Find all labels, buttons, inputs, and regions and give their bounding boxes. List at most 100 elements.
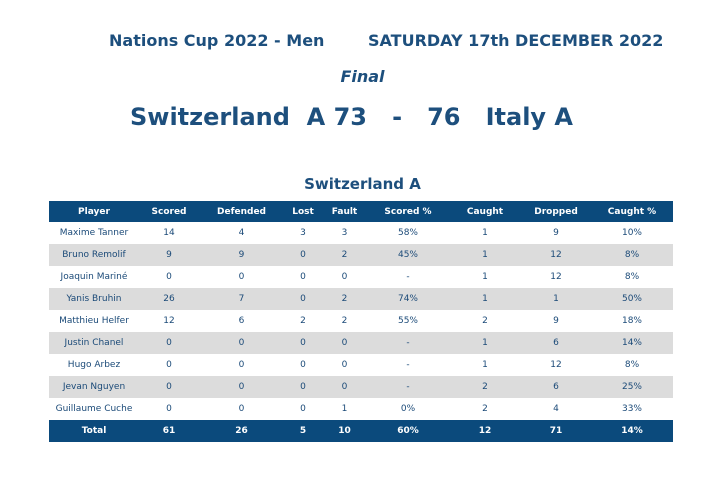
table-row: Maxime Tanner 14 4 3 3 58% 1 9 10% xyxy=(49,222,673,244)
stat-cell: 0 xyxy=(139,266,199,288)
stat-cell: 9 xyxy=(139,244,199,266)
stat-cell: 12 xyxy=(521,266,591,288)
stat-cell: 1 xyxy=(322,398,367,420)
stat-cell: 10% xyxy=(591,222,673,244)
home-team-name: Switzerland A xyxy=(130,103,326,131)
stat-cell: 9 xyxy=(521,222,591,244)
round-label: Final xyxy=(340,67,385,86)
stat-cell: 25% xyxy=(591,376,673,398)
stat-cell: 1 xyxy=(449,332,521,354)
stat-cell: - xyxy=(367,332,449,354)
player-name-cell: Bruno Remolif xyxy=(49,244,139,266)
stat-cell: 6 xyxy=(521,332,591,354)
column-header: Defended xyxy=(199,201,284,222)
player-name-cell: Guillaume Cuche xyxy=(49,398,139,420)
stat-cell: 1 xyxy=(449,244,521,266)
stat-cell: 0 xyxy=(139,398,199,420)
competition-title: Nations Cup 2022 - Men xyxy=(109,31,325,50)
stat-cell: 33% xyxy=(591,398,673,420)
column-header: Dropped xyxy=(521,201,591,222)
column-header: Scored % xyxy=(367,201,449,222)
total-stat-cell: 5 xyxy=(284,420,322,442)
stat-cell: 0 xyxy=(284,244,322,266)
stat-cell: 2 xyxy=(449,398,521,420)
stat-cell: 6 xyxy=(199,310,284,332)
match-date: SATURDAY 17th DECEMBER 2022 xyxy=(368,31,664,50)
column-header: Caught xyxy=(449,201,521,222)
stat-cell: 2 xyxy=(284,310,322,332)
stat-cell: 2 xyxy=(322,288,367,310)
stat-cell: 55% xyxy=(367,310,449,332)
stat-cell: 0 xyxy=(284,354,322,376)
table-row: Justin Chanel 0 0 0 0-1 6 14% xyxy=(49,332,673,354)
stat-cell: 0 xyxy=(199,266,284,288)
stat-cell: 74% xyxy=(367,288,449,310)
total-stat-cell: 12 xyxy=(449,420,521,442)
table-row: Joaquin Mariné 0 0 0 0-1 12 8% xyxy=(49,266,673,288)
stat-cell: 0% xyxy=(367,398,449,420)
stat-cell: 0 xyxy=(139,332,199,354)
stat-cell: 0 xyxy=(284,266,322,288)
player-name-cell: Yanis Bruhin xyxy=(49,288,139,310)
stat-cell: 8% xyxy=(591,244,673,266)
column-header: Lost xyxy=(284,201,322,222)
player-name-cell: Joaquin Mariné xyxy=(49,266,139,288)
player-name-cell: Hugo Arbez xyxy=(49,354,139,376)
player-name-cell: Maxime Tanner xyxy=(49,222,139,244)
stat-cell: 0 xyxy=(322,266,367,288)
stat-cell: 6 xyxy=(521,376,591,398)
away-team-name: Italy A xyxy=(485,103,573,131)
stat-cell: 0 xyxy=(139,376,199,398)
stat-cell: 12 xyxy=(139,310,199,332)
team-table-title: Switzerland A xyxy=(304,175,421,193)
column-header: Player xyxy=(49,201,139,222)
stat-cell: 58% xyxy=(367,222,449,244)
stat-cell: 1 xyxy=(449,354,521,376)
table-row: Guillaume Cuche 0 0 0 1 0% 2 4 33% xyxy=(49,398,673,420)
stat-cell: 12 xyxy=(521,354,591,376)
column-header: Caught % xyxy=(591,201,673,222)
table-row: Jevan Nguyen 0 0 0 0-2 6 25% xyxy=(49,376,673,398)
stat-cell: 45% xyxy=(367,244,449,266)
column-header: Scored xyxy=(139,201,199,222)
total-stat-cell: 10 xyxy=(322,420,367,442)
table-row: Hugo Arbez 0 0 0 0-1 12 8% xyxy=(49,354,673,376)
stat-cell: 3 xyxy=(284,222,322,244)
stat-cell: 0 xyxy=(322,376,367,398)
total-stat-cell: 26 xyxy=(199,420,284,442)
stat-cell: - xyxy=(367,266,449,288)
stat-cell: 0 xyxy=(139,354,199,376)
stat-cell: 0 xyxy=(284,376,322,398)
stat-cell: 4 xyxy=(199,222,284,244)
stat-cell: 2 xyxy=(449,310,521,332)
stat-cell: 0 xyxy=(199,376,284,398)
stat-cell: 8% xyxy=(591,266,673,288)
stat-cell: 0 xyxy=(322,354,367,376)
stat-cell: - xyxy=(367,376,449,398)
player-stats-table: Player Scored Defended Lost Fault Scored % Cau… xyxy=(49,201,673,442)
table-header-row: Player Scored Defended Lost Fault Scored % Cau… xyxy=(49,201,673,222)
stat-cell: 3 xyxy=(322,222,367,244)
stat-cell: 7 xyxy=(199,288,284,310)
stat-cell: 8% xyxy=(591,354,673,376)
total-stat-cell: 71 xyxy=(521,420,591,442)
stat-cell: 50% xyxy=(591,288,673,310)
table-total-row: Total 61 26 5 10 60% 12 71 14% xyxy=(49,420,673,442)
stat-cell: 0 xyxy=(199,354,284,376)
stat-cell: 1 xyxy=(449,266,521,288)
stat-cell: 0 xyxy=(284,288,322,310)
stat-cell: 2 xyxy=(449,376,521,398)
table-row: Matthieu Helfer 12 6 2 2 55% 2 9 18% xyxy=(49,310,673,332)
total-stat-cell: 60% xyxy=(367,420,449,442)
stat-cell: 12 xyxy=(521,244,591,266)
stat-cell: 0 xyxy=(284,332,322,354)
player-name-cell: Justin Chanel xyxy=(49,332,139,354)
stat-cell: 26 xyxy=(139,288,199,310)
stat-cell: 9 xyxy=(521,310,591,332)
stat-cell: 0 xyxy=(284,398,322,420)
player-name-cell: Matthieu Helfer xyxy=(49,310,139,332)
table-row: Bruno Remolif 9 9 0 2 45% 1 12 8% xyxy=(49,244,673,266)
stat-cell: 0 xyxy=(322,332,367,354)
table-row: Yanis Bruhin 26 7 0 2 74% 1 1 50% xyxy=(49,288,673,310)
match-score: Switzerland A 73 - 76 Italy A xyxy=(130,103,573,131)
